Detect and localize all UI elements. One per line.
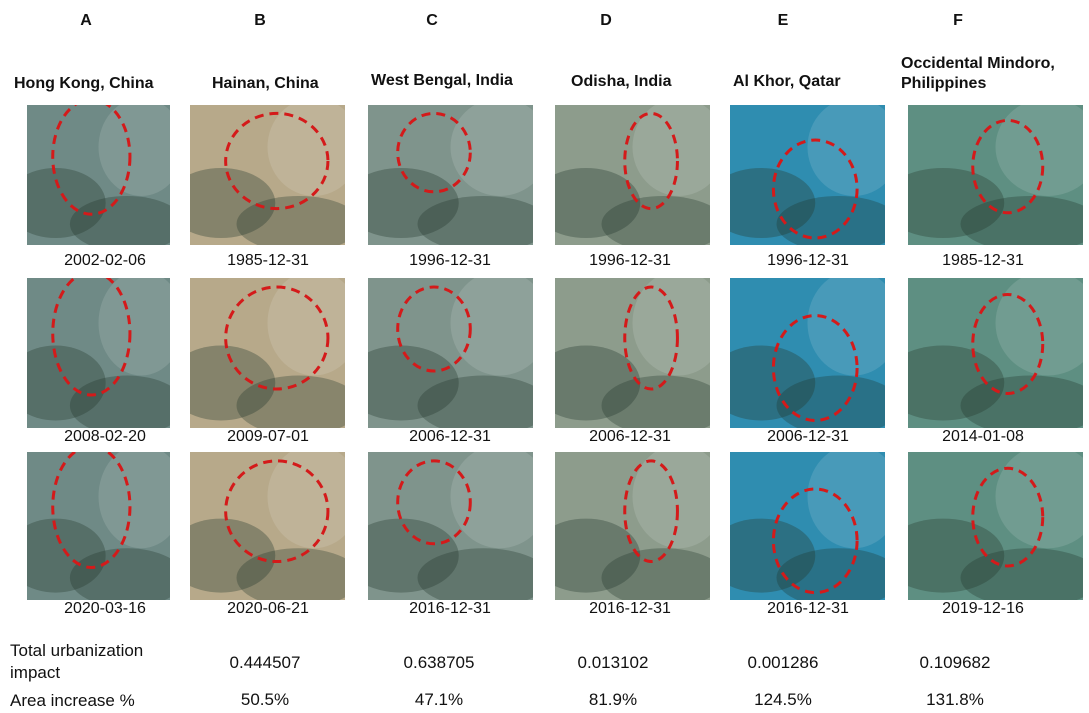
date-label-mindoro-1: 1985-12-31: [942, 252, 1024, 269]
satellite-image-hainan-1: [190, 105, 345, 245]
satellite-image-odisha-3: [555, 452, 710, 600]
satellite-image-odisha-2: [555, 278, 710, 428]
highlight-ellipse: [771, 138, 859, 240]
satellite-image-alkhor-1: [730, 105, 885, 245]
satellite-image-mindoro-1: [908, 105, 1083, 245]
location-label-b: Hainan, China: [212, 75, 319, 92]
satellite-image-westbengal-3: [368, 452, 533, 600]
satellite-image-westbengal-2: [368, 278, 533, 428]
urbanization-value-b: 0.638705: [403, 653, 475, 672]
area-increase-value-e: 131.8%: [926, 690, 984, 709]
highlight-ellipse: [971, 118, 1045, 215]
date-label-westbengal-2: 2006-12-31: [409, 428, 491, 445]
date-label-alkhor-2: 2006-12-31: [767, 428, 849, 445]
location-label-d: Odisha, India: [571, 73, 672, 90]
highlight-ellipse: [771, 314, 859, 422]
urbanization-value-c: 0.013102: [577, 653, 649, 672]
date-label-hainan-2: 2009-07-01: [227, 428, 309, 445]
highlight-ellipse: [224, 459, 330, 564]
satellite-image-hongkong-3: [27, 452, 170, 600]
column-letter-b: B: [254, 12, 266, 29]
date-label-odisha-2: 2006-12-31: [589, 428, 671, 445]
highlight-ellipse: [51, 452, 132, 569]
date-label-odisha-1: 1996-12-31: [589, 252, 671, 269]
satellite-image-hainan-2: [190, 278, 345, 428]
date-label-hongkong-3: 2020-03-16: [64, 600, 146, 617]
satellite-image-westbengal-1: [368, 105, 533, 245]
highlight-ellipse: [224, 111, 330, 211]
location-label-e: Al Khor, Qatar: [733, 73, 841, 90]
area-increase-value-c: 81.9%: [588, 690, 638, 709]
date-label-hainan-1: 1985-12-31: [227, 252, 309, 269]
highlight-ellipse: [396, 459, 472, 546]
highlight-ellipse: [396, 111, 472, 194]
date-label-hainan-3: 2020-06-21: [227, 600, 309, 617]
date-label-mindoro-3: 2019-12-16: [942, 600, 1024, 617]
date-label-alkhor-3: 2016-12-31: [767, 600, 849, 617]
column-letter-e: E: [777, 12, 789, 29]
urbanization-value-d: 0.001286: [747, 653, 819, 672]
area-increase-value-d: 124.5%: [754, 690, 812, 709]
highlight-ellipse: [224, 285, 330, 391]
satellite-image-mindoro-2: [908, 278, 1083, 428]
date-label-hongkong-2: 2008-02-20: [64, 428, 146, 445]
date-label-odisha-3: 2016-12-31: [589, 600, 671, 617]
date-label-hongkong-1: 2002-02-06: [64, 252, 146, 269]
area-increase-value-b: 47.1%: [414, 690, 464, 709]
date-label-alkhor-1: 1996-12-31: [767, 252, 849, 269]
satellite-image-mindoro-3: [908, 452, 1083, 600]
satellite-image-hainan-3: [190, 452, 345, 600]
highlight-ellipse: [396, 285, 472, 373]
column-letter-a: A: [80, 12, 92, 29]
location-label-a: Hong Kong, China: [14, 75, 154, 92]
satellite-image-alkhor-2: [730, 278, 885, 428]
column-letter-c: C: [426, 12, 438, 29]
date-label-westbengal-3: 2016-12-31: [409, 600, 491, 617]
column-letter-d: D: [600, 12, 612, 29]
date-label-mindoro-2: 2014-01-08: [942, 428, 1024, 445]
area-increase-value-a: 50.5%: [240, 690, 290, 709]
satellite-image-odisha-1: [555, 105, 710, 245]
date-label-westbengal-1: 1996-12-31: [409, 252, 491, 269]
location-label-f: Occidental Mindoro, Philippines: [901, 55, 1055, 92]
urbanization-row-label: Total urbanization impact: [10, 641, 144, 682]
location-label-c: West Bengal, India: [371, 72, 513, 89]
highlight-ellipse: [51, 105, 132, 216]
satellite-image-hongkong-1: [27, 105, 170, 245]
highlight-ellipse: [51, 278, 132, 397]
satellite-image-alkhor-3: [730, 452, 885, 600]
column-letter-f: F: [953, 12, 963, 29]
urbanization-value-a: 0.444507: [229, 653, 301, 672]
area-increase-row-label: Area increase %: [10, 691, 135, 710]
satellite-image-hongkong-2: [27, 278, 170, 428]
urbanization-value-e: 0.109682: [919, 653, 991, 672]
highlight-ellipse: [971, 293, 1045, 395]
highlight-ellipse: [623, 285, 679, 391]
highlight-ellipse: [623, 459, 679, 564]
